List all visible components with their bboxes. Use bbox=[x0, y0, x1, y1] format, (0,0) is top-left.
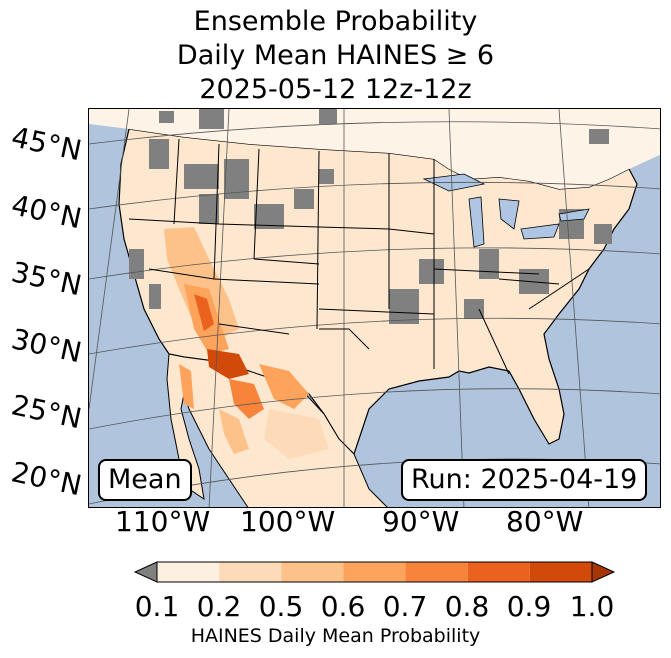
map-panel: Mean Run: 2025-04-19 bbox=[88, 108, 661, 508]
lon-label-80: 80°W bbox=[506, 505, 584, 538]
title-line-1: Ensemble Probability bbox=[193, 6, 478, 37]
colorbar-bin-2 bbox=[281, 562, 344, 582]
title-line-2: Daily Mean HAINES ≥ 6 bbox=[176, 40, 495, 71]
colorbar-bin-3 bbox=[343, 562, 406, 582]
colorbar-tick-5: 0.8 bbox=[444, 590, 490, 623]
mean-badge: Mean bbox=[98, 459, 192, 501]
lon-label-110: 110°W bbox=[115, 505, 211, 538]
missing-data-patches bbox=[129, 109, 612, 324]
colorbar-tick-1: 0.2 bbox=[196, 590, 242, 623]
lon-label-90: 90°W bbox=[382, 505, 460, 538]
colorbar-bin-4 bbox=[405, 562, 468, 582]
colorbar-tick-0: 0.1 bbox=[134, 590, 180, 623]
colorbar-tick-2: 0.5 bbox=[258, 590, 304, 623]
colorbar-under-arrow bbox=[133, 561, 158, 583]
colorbar-label: HAINES Daily Mean Probability bbox=[190, 625, 481, 647]
colorbar-tick-3: 0.6 bbox=[320, 590, 366, 623]
run-date-badge: Run: 2025-04-19 bbox=[401, 459, 648, 501]
colorbar-bin-5 bbox=[467, 562, 530, 582]
lon-label-100: 100°W bbox=[240, 505, 336, 538]
colorbar-tick-7: 1.0 bbox=[569, 590, 615, 623]
colorbar-tick-6: 0.9 bbox=[506, 590, 552, 623]
colorbar-over-arrow bbox=[591, 561, 616, 583]
canada-landmass bbox=[89, 109, 660, 189]
colorbar-bin-0 bbox=[157, 562, 220, 582]
colorbar-bin-6 bbox=[529, 562, 592, 582]
conus-map bbox=[89, 109, 660, 507]
state-borders bbox=[128, 138, 590, 375]
colorbar-tick-4: 0.7 bbox=[382, 590, 428, 623]
title-line-3: 2025-05-12 12z-12z bbox=[199, 74, 472, 105]
colorbar-bin-1 bbox=[219, 562, 282, 582]
